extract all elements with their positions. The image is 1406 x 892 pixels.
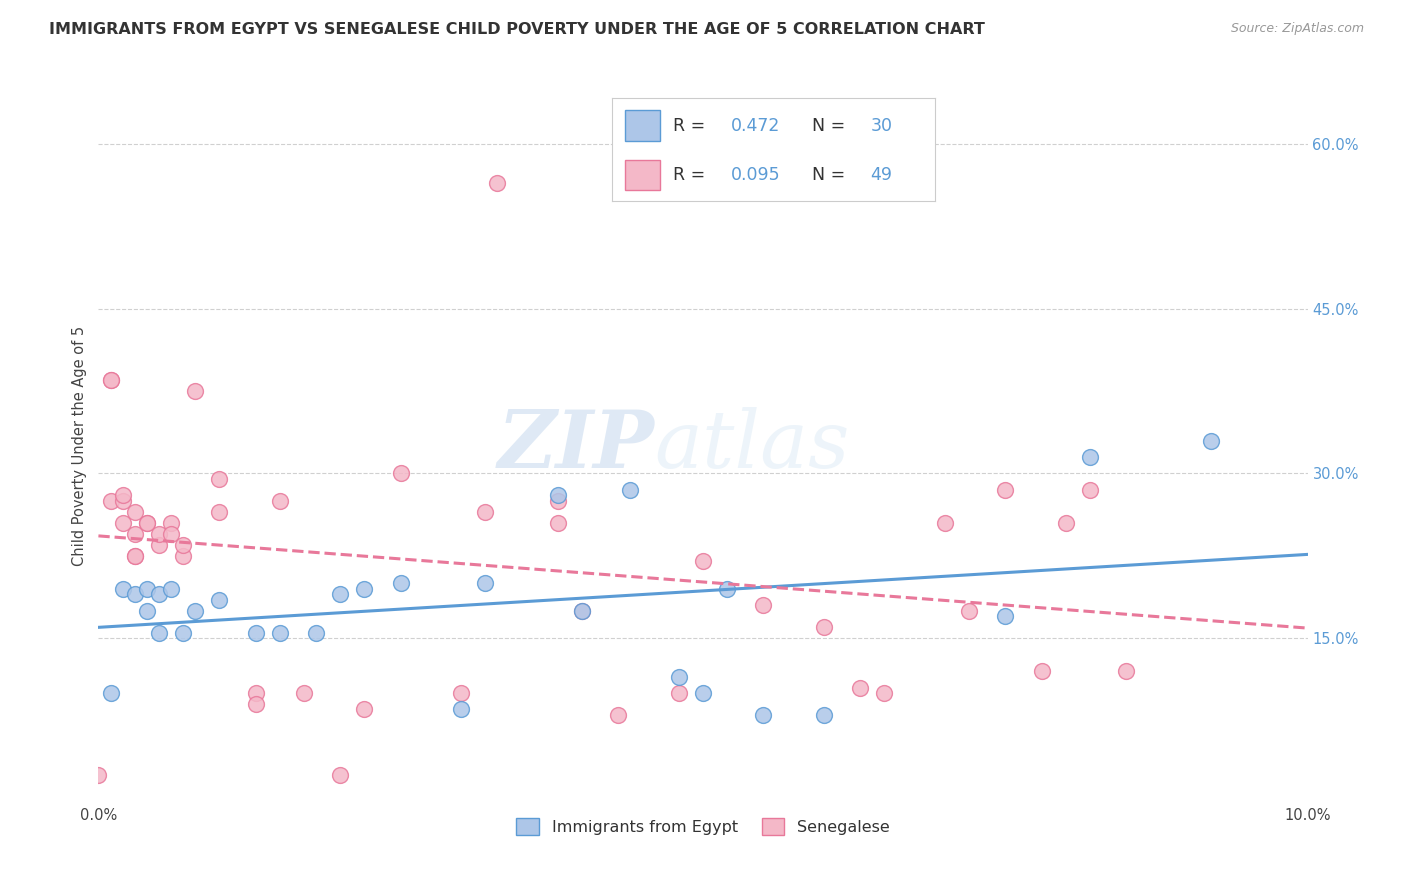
- Point: [160, 516, 183, 530]
- Point: [172, 538, 194, 552]
- Point: [329, 768, 352, 782]
- Point: [873, 686, 896, 700]
- Point: [148, 625, 170, 640]
- Point: [450, 686, 472, 700]
- Point: [450, 702, 472, 716]
- Text: ZIP: ZIP: [498, 408, 655, 484]
- Point: [245, 625, 267, 640]
- Legend: Immigrants from Egypt, Senegalese: Immigrants from Egypt, Senegalese: [510, 812, 896, 841]
- Point: [668, 686, 690, 700]
- Text: R =: R =: [673, 117, 711, 135]
- Point: [100, 373, 122, 387]
- Point: [389, 576, 412, 591]
- Text: IMMIGRANTS FROM EGYPT VS SENEGALESE CHILD POVERTY UNDER THE AGE OF 5 CORRELATION: IMMIGRANTS FROM EGYPT VS SENEGALESE CHIL…: [49, 22, 986, 37]
- Point: [692, 554, 714, 568]
- Point: [245, 686, 267, 700]
- Text: R =: R =: [673, 166, 711, 184]
- Point: [135, 604, 157, 618]
- Point: [172, 625, 194, 640]
- Point: [957, 604, 980, 618]
- Point: [474, 505, 496, 519]
- Point: [208, 472, 231, 486]
- Point: [813, 708, 835, 723]
- Point: [208, 505, 231, 519]
- Bar: [624, 160, 661, 190]
- Point: [389, 467, 412, 481]
- Point: [124, 587, 146, 601]
- Point: [100, 686, 122, 700]
- Point: [752, 598, 775, 612]
- Point: [160, 526, 183, 541]
- Point: [124, 549, 146, 563]
- Point: [1054, 516, 1077, 530]
- Point: [716, 582, 738, 596]
- Text: 30: 30: [870, 117, 893, 135]
- Point: [124, 549, 146, 563]
- Point: [752, 708, 775, 723]
- Text: atlas: atlas: [655, 408, 851, 484]
- Text: 0.095: 0.095: [731, 166, 780, 184]
- Point: [305, 625, 328, 640]
- Point: [124, 526, 146, 541]
- Point: [486, 176, 509, 190]
- Point: [607, 708, 630, 723]
- Point: [100, 494, 122, 508]
- Point: [547, 494, 569, 508]
- Point: [184, 384, 207, 398]
- Point: [111, 582, 134, 596]
- Point: [172, 549, 194, 563]
- Text: N =: N =: [813, 166, 851, 184]
- Text: Source: ZipAtlas.com: Source: ZipAtlas.com: [1230, 22, 1364, 36]
- Point: [849, 681, 872, 695]
- Point: [135, 516, 157, 530]
- Point: [547, 488, 569, 502]
- Bar: [624, 111, 661, 141]
- Point: [329, 587, 352, 601]
- Point: [100, 373, 122, 387]
- Point: [1199, 434, 1222, 448]
- Point: [148, 587, 170, 601]
- Point: [111, 488, 134, 502]
- Text: N =: N =: [813, 117, 851, 135]
- Point: [668, 669, 690, 683]
- Point: [547, 516, 569, 530]
- Point: [353, 702, 375, 716]
- Point: [245, 697, 267, 711]
- Point: [269, 625, 291, 640]
- Point: [160, 582, 183, 596]
- Point: [148, 526, 170, 541]
- Point: [148, 538, 170, 552]
- Point: [934, 516, 956, 530]
- Point: [994, 609, 1017, 624]
- Point: [353, 582, 375, 596]
- Point: [124, 505, 146, 519]
- Text: 0.472: 0.472: [731, 117, 780, 135]
- Point: [1115, 664, 1137, 678]
- Point: [692, 686, 714, 700]
- Point: [269, 494, 291, 508]
- Point: [111, 494, 134, 508]
- Point: [292, 686, 315, 700]
- Point: [619, 483, 641, 497]
- Point: [813, 620, 835, 634]
- Y-axis label: Child Poverty Under the Age of 5: Child Poverty Under the Age of 5: [72, 326, 87, 566]
- Point: [208, 592, 231, 607]
- Text: 49: 49: [870, 166, 893, 184]
- Point: [571, 604, 593, 618]
- Point: [184, 604, 207, 618]
- Point: [135, 582, 157, 596]
- Point: [111, 516, 134, 530]
- Point: [994, 483, 1017, 497]
- Point: [571, 604, 593, 618]
- Point: [135, 516, 157, 530]
- Point: [1078, 483, 1101, 497]
- Point: [1078, 450, 1101, 464]
- Point: [474, 576, 496, 591]
- Point: [87, 768, 110, 782]
- Point: [1031, 664, 1053, 678]
